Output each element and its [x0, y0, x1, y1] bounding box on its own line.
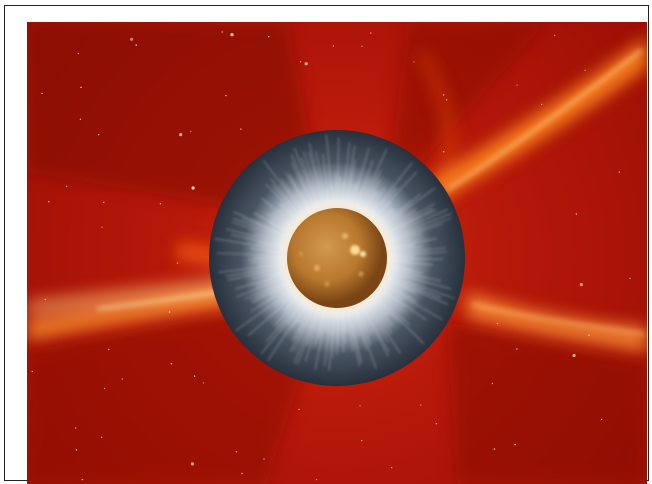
image-frame: [4, 5, 649, 481]
solar-corona-image: [27, 22, 647, 484]
sun-disk: [287, 208, 387, 308]
